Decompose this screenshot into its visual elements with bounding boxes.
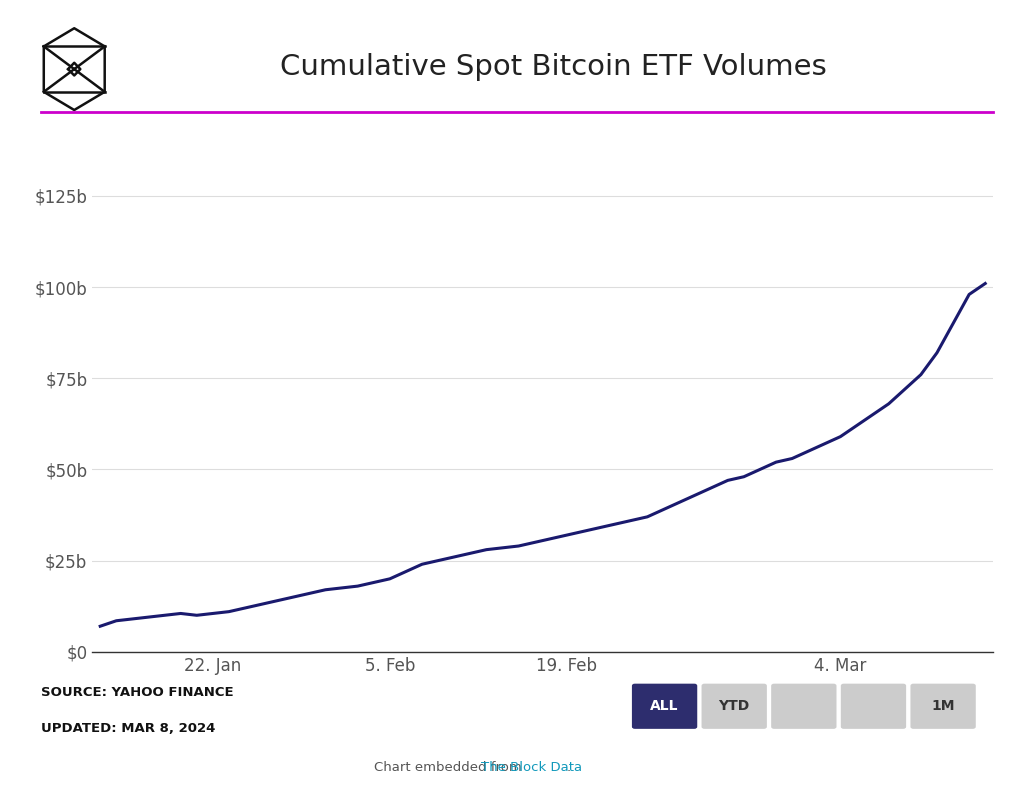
FancyBboxPatch shape <box>701 683 767 729</box>
Text: SOURCE: YAHOO FINANCE: SOURCE: YAHOO FINANCE <box>41 687 233 699</box>
Text: YTD: YTD <box>719 699 750 713</box>
Text: UPDATED: MAR 8, 2024: UPDATED: MAR 8, 2024 <box>41 722 215 735</box>
Text: 1M: 1M <box>932 699 954 713</box>
FancyBboxPatch shape <box>910 683 976 729</box>
Text: .: . <box>566 762 570 774</box>
FancyBboxPatch shape <box>841 683 906 729</box>
FancyBboxPatch shape <box>771 683 837 729</box>
Text: ALL: ALL <box>650 699 679 713</box>
FancyBboxPatch shape <box>632 683 697 729</box>
Text: Cumulative Spot Bitcoin ETF Volumes: Cumulative Spot Bitcoin ETF Volumes <box>280 53 826 81</box>
Text: The Block Data: The Block Data <box>481 762 583 774</box>
Text: Chart embedded from: Chart embedded from <box>374 762 525 774</box>
